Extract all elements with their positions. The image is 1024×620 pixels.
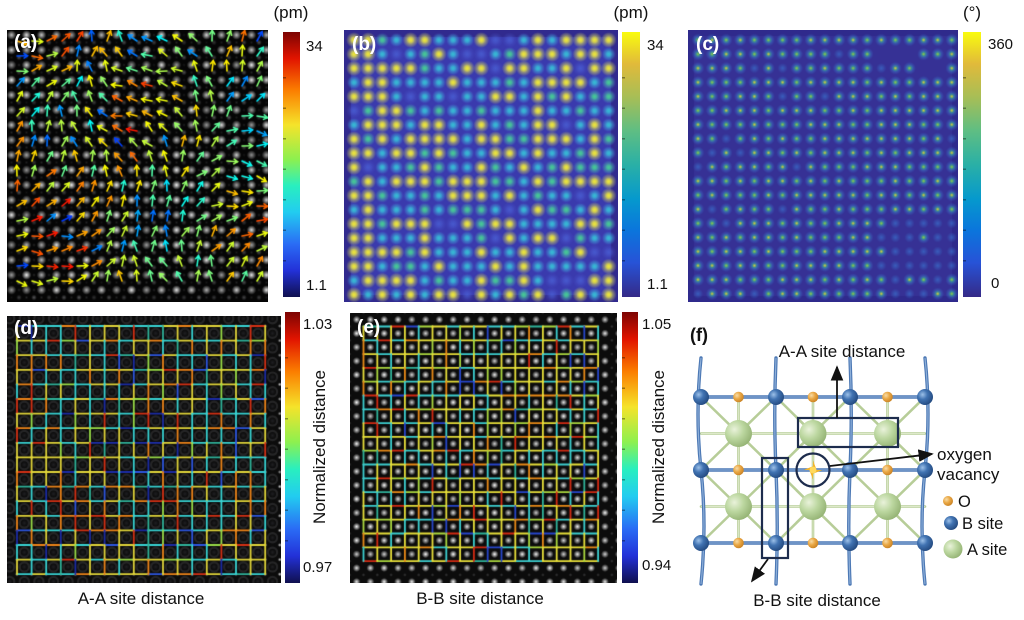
panel-c-colorbar-min: 0 xyxy=(991,275,1000,292)
panel-c-colorbar-max: 360 xyxy=(988,36,1014,53)
panel-c-angle-map xyxy=(688,30,958,302)
aa-distance-box xyxy=(796,416,900,449)
panel-c-colorbar xyxy=(963,32,981,297)
panel-b-colorbar-min: 1.1 xyxy=(647,276,668,293)
panel-b-letter: (b) xyxy=(352,34,377,55)
panel-a-letter: (a) xyxy=(14,32,38,53)
panel-c-colorbar-title: (°) xyxy=(962,3,982,22)
panel-b-magnitude-map xyxy=(344,30,618,302)
panel-e-caption: B-B site distance xyxy=(416,589,544,608)
panel-e-colorbar xyxy=(622,312,638,583)
annotation-arrows xyxy=(750,365,934,583)
panel-d-colorbar-label: Normalized distance xyxy=(310,370,329,525)
annotation-shapes xyxy=(760,416,900,560)
bb-distance-label: B-B site distance xyxy=(753,591,881,610)
legend-b-site-icon xyxy=(944,516,958,530)
legend-b-site-label: B site xyxy=(962,515,1003,533)
panel-b-colorbar-max: 34 xyxy=(647,37,664,54)
oxygen-vacancy-circle xyxy=(795,452,831,488)
bb-arrow xyxy=(750,558,769,583)
panel-d-colorbar-max: 1.03 xyxy=(303,316,333,333)
panel-e-colorbar-label: Normalized distance xyxy=(649,370,668,525)
legend-o-label: O xyxy=(958,493,971,511)
panel-e-colorbar-min: 0.94 xyxy=(642,557,672,574)
panel-c-letter: (c) xyxy=(696,34,720,55)
panel-d-colorbar xyxy=(285,312,300,583)
legend: O B site A site xyxy=(943,493,1007,559)
panel-b-colorbar-title: (pm) xyxy=(613,3,649,22)
panel-a-colorbar-max: 34 xyxy=(306,38,323,55)
panel-f-letter: (f) xyxy=(690,325,708,345)
panel-e-letter: (e) xyxy=(357,317,381,338)
bb-distance-box xyxy=(760,456,790,560)
panel-a-colorbar-title: (pm) xyxy=(273,3,309,22)
lattice-layer xyxy=(693,356,933,586)
panel-d-colorbar-min: 0.97 xyxy=(303,559,333,576)
panel-e-colorbar-max: 1.05 xyxy=(642,316,672,333)
panel-a-colorbar xyxy=(283,32,300,297)
oxygen-vacancy-label-line1: oxygen xyxy=(937,445,992,464)
oxygen-vacancy-arrow xyxy=(829,449,934,467)
panel-d-letter: (d) xyxy=(14,318,39,339)
panel-a-colorbar-min: 1.1 xyxy=(306,277,327,294)
panel-f-lattice-schematic: (f) A-A site distance oxygen vacancy B-B… xyxy=(690,325,1007,610)
panel-d-aa-distance-map xyxy=(7,316,281,583)
panel-b-colorbar xyxy=(622,32,640,297)
panel-a-stem-vector-map xyxy=(7,30,268,302)
legend-a-site-icon xyxy=(943,539,963,559)
legend-a-site-label: A site xyxy=(967,541,1007,559)
panel-e-bb-distance-map xyxy=(350,313,617,583)
legend-o-icon xyxy=(943,496,953,506)
oxygen-vacancy-label-line2: vacancy xyxy=(937,465,1000,484)
aa-distance-label: A-A site distance xyxy=(779,342,906,361)
panel-d-caption: A-A site distance xyxy=(77,589,205,608)
